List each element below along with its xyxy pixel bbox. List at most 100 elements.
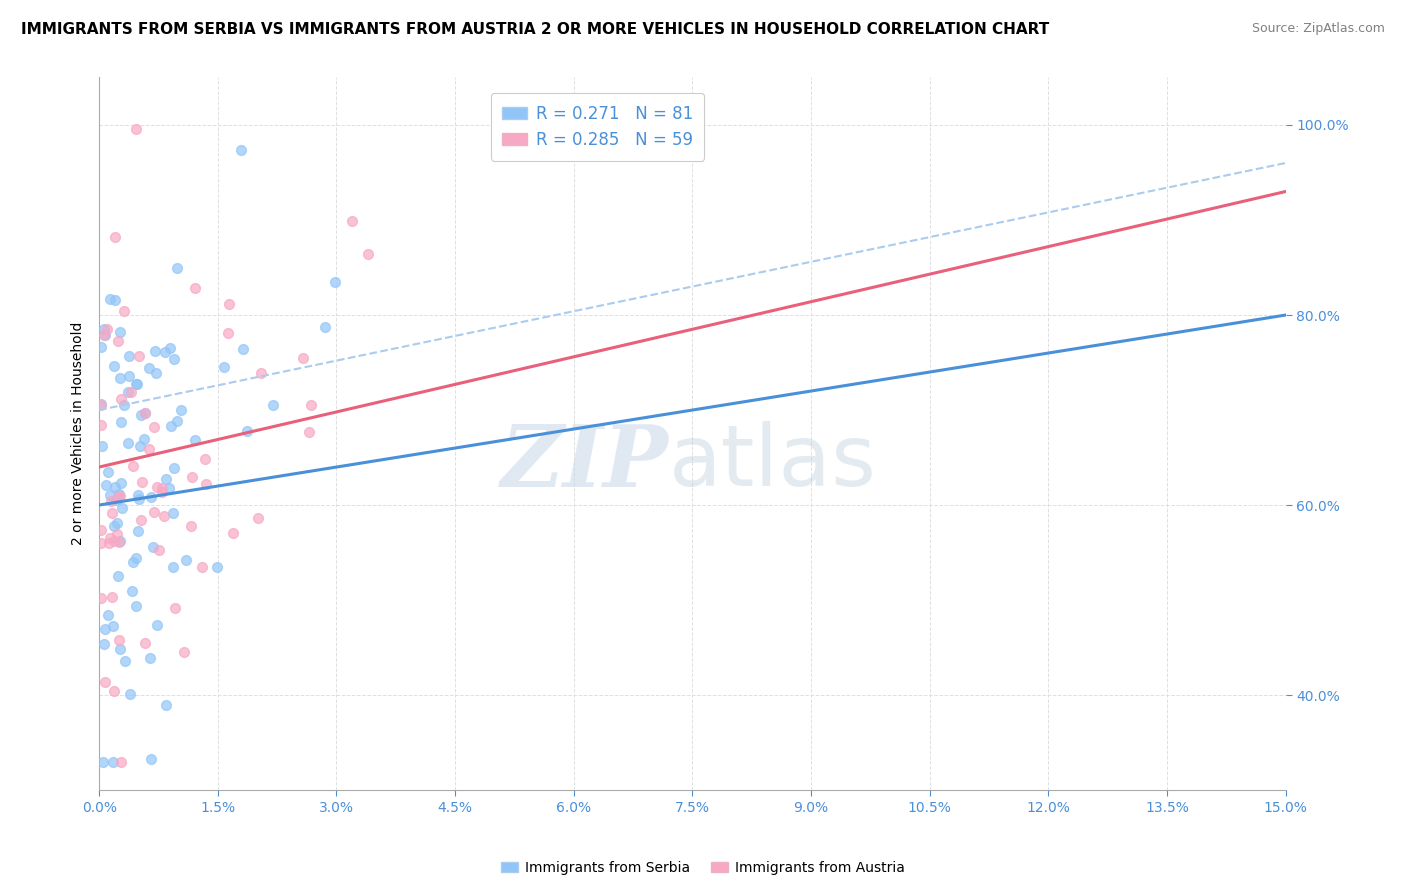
Point [235,424,257,438]
Point [110,475,132,490]
Point [146,480,169,494]
Point [97,608,120,623]
Point [118,369,141,384]
Point [103,519,125,533]
Point [108,325,131,339]
Point [96,322,118,336]
Point [129,439,152,453]
Point [246,511,269,525]
Point [114,654,136,668]
Point [218,326,240,341]
Point [103,619,125,633]
Point [131,475,153,490]
Text: IMMIGRANTS FROM SERBIA VS IMMIGRANTS FROM AUSTRIA 2 OR MORE VEHICLES IN HOUSEHOL: IMMIGRANTS FROM SERBIA VS IMMIGRANTS FRO… [21,22,1049,37]
Point [110,415,132,429]
Point [111,501,134,516]
Point [90,418,112,433]
Point [120,384,142,399]
Point [145,618,167,632]
Point [122,555,145,569]
Point [90,396,112,410]
Point [103,684,125,698]
Point [222,526,245,541]
Point [155,698,177,712]
Point [134,406,156,420]
Point [108,487,131,501]
Point [98,531,121,545]
Point [104,293,127,308]
Point [118,349,141,363]
Point [134,432,156,446]
Point [184,434,207,448]
Point [90,398,112,412]
Point [107,490,129,504]
Point [250,367,273,381]
Point [134,406,156,420]
Point [94,328,117,343]
Point [104,480,127,494]
Point [139,752,162,766]
Point [129,513,152,527]
Point [142,540,165,554]
Point [139,651,162,665]
Point [101,506,124,520]
Point [232,342,254,356]
Point [162,560,184,574]
Point [91,755,114,769]
Point [90,340,112,354]
Point [356,247,378,261]
Point [145,366,167,380]
Y-axis label: 2 or more Vehicles in Household: 2 or more Vehicles in Household [72,322,86,546]
Text: atlas: atlas [669,421,877,504]
Point [110,392,132,407]
Point [112,304,135,318]
Point [159,419,181,434]
Point [107,526,129,541]
Point [184,281,207,295]
Point [174,553,197,567]
Point [98,293,121,307]
Point [104,493,127,508]
Point [207,560,229,574]
Point [94,622,117,636]
Legend: Immigrants from Serbia, Immigrants from Austria: Immigrants from Serbia, Immigrants from … [496,855,910,880]
Point [142,504,165,518]
Point [180,519,202,533]
Point [110,755,132,769]
Point [292,351,315,365]
Point [110,642,132,657]
Point [157,482,180,496]
Point [150,485,173,500]
Point [165,601,187,615]
Point [212,359,235,374]
Point [169,403,191,417]
Point [107,334,129,349]
Point [128,349,150,363]
Point [152,509,174,524]
Point [117,435,139,450]
Point [105,516,128,531]
Point [110,371,132,385]
Point [125,121,148,136]
Point [143,344,166,359]
Point [194,452,217,467]
Point [125,376,148,391]
Legend: R = 0.271   N = 81, R = 0.285   N = 59: R = 0.271 N = 81, R = 0.285 N = 59 [491,93,704,161]
Point [314,319,336,334]
Point [107,569,129,583]
Point [110,489,132,503]
Point [138,442,160,456]
Point [195,477,218,491]
Point [91,439,114,453]
Point [162,460,184,475]
Point [101,590,124,604]
Point [148,542,170,557]
Text: ZIP: ZIP [501,420,669,504]
Point [173,645,195,659]
Point [128,492,150,507]
Point [90,536,112,550]
Point [134,636,156,650]
Point [143,419,166,434]
Point [181,469,204,483]
Point [112,399,135,413]
